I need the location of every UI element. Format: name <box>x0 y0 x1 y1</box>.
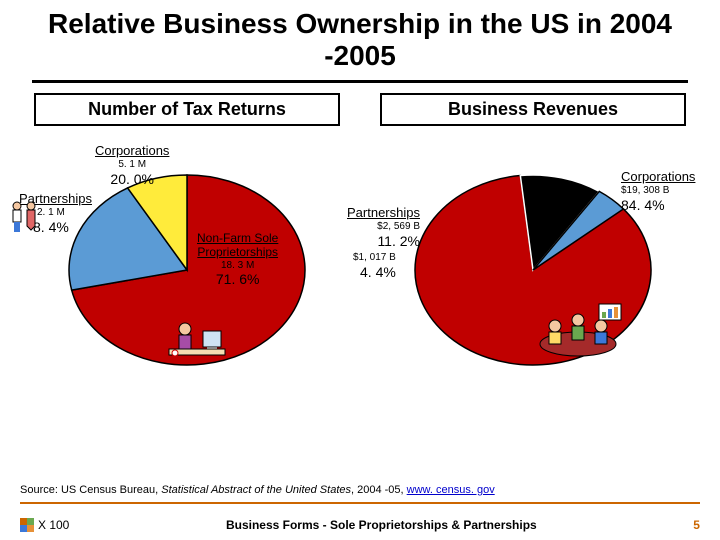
panel-left: Number of Tax Returns Corporations 5. 1 … <box>34 93 340 400</box>
panel-right: Business Revenues Corporations $19, 308 … <box>380 93 686 400</box>
corp-pct-right: 84. 4% <box>621 197 695 213</box>
meeting-icon <box>533 300 623 362</box>
footer-page: 5 <box>693 518 700 532</box>
corp-pct-left: 20. 0% <box>95 171 169 187</box>
corp-sub-left: 5. 1 M <box>95 159 169 171</box>
sole-sub-left: 18. 3 M <box>197 260 278 272</box>
source-suffix: , 2004 -05, <box>351 484 407 496</box>
source-link[interactable]: www. census. gov <box>407 484 495 496</box>
label-corporations-left: Corporations 5. 1 M 20. 0% <box>95 144 169 187</box>
source-italic: Statistical Abstract of the United State… <box>161 484 351 496</box>
source-prefix: Source: US Census Bureau, <box>20 484 161 496</box>
footer-left-text: X 100 <box>38 518 69 532</box>
chart-right: Corporations $19, 308 B 84. 4% Partnersh… <box>383 140 683 400</box>
part-pct-right: 11. 2% <box>347 233 420 249</box>
footer-left: X 100 <box>20 518 69 532</box>
part-sub-right: $2, 569 B <box>347 221 420 233</box>
label-corporations-right: Corporations $19, 308 B 84. 4% <box>621 170 695 213</box>
label-partnerships-right: Partnerships $2, 569 B 11. 2% <box>347 206 420 249</box>
page-title: Relative Business Ownership in the US in… <box>0 0 720 76</box>
title-rule <box>32 80 688 83</box>
label-sole-right: $1, 017 B 4. 4% <box>353 252 396 280</box>
chart-left: Corporations 5. 1 M 20. 0% Partnerships … <box>37 140 337 400</box>
source-line: Source: US Census Bureau, Statistical Ab… <box>20 484 700 496</box>
sole-pct-left: 71. 6% <box>197 271 278 287</box>
panel-right-header: Business Revenues <box>380 93 686 126</box>
bullet-icon <box>20 518 34 532</box>
panels: Number of Tax Returns Corporations 5. 1 … <box>0 93 720 400</box>
label-sole-left: Non-Farm SoleProprietorships 18. 3 M 71.… <box>197 232 278 287</box>
corp-name-left: Corporations <box>95 144 169 159</box>
corp-name-right: Corporations <box>621 170 695 185</box>
footer-rule <box>20 502 700 504</box>
partners-icon-left <box>7 198 41 238</box>
corp-sub-right: $19, 308 B <box>621 185 695 197</box>
sole-sub-right: $1, 017 B <box>353 252 396 264</box>
sole-pct-right: 4. 4% <box>353 264 396 280</box>
footer-center: Business Forms - Sole Proprietorships & … <box>226 518 537 532</box>
person-desk-icon <box>167 315 227 363</box>
footer: X 100 Business Forms - Sole Proprietorsh… <box>20 518 700 532</box>
panel-left-header: Number of Tax Returns <box>34 93 340 126</box>
part-name-right: Partnerships <box>347 206 420 221</box>
